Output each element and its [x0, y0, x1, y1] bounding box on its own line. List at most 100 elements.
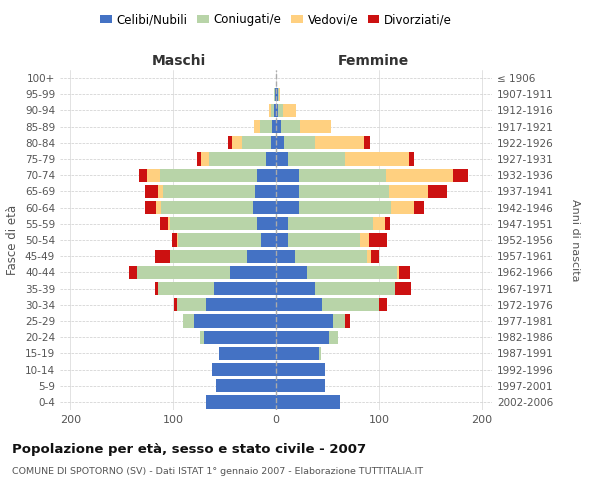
Bar	[276, 379, 325, 392]
Bar	[155, 201, 161, 214]
Bar	[214, 282, 276, 295]
Bar	[276, 168, 299, 182]
Bar	[276, 136, 284, 149]
Bar	[272, 120, 276, 134]
Bar	[160, 217, 168, 230]
Legend: Celibi/Nubili, Coniugati/e, Vedovi/e, Divorziati/e: Celibi/Nubili, Coniugati/e, Vedovi/e, Di…	[95, 8, 457, 31]
Text: Popolazione per età, sesso e stato civile - 2007: Popolazione per età, sesso e stato civil…	[12, 442, 366, 456]
Bar	[276, 330, 329, 344]
Bar	[389, 185, 428, 198]
Bar	[371, 250, 379, 263]
Bar	[158, 185, 163, 198]
Bar	[386, 168, 453, 182]
Bar	[385, 217, 390, 230]
Bar	[160, 168, 257, 182]
Bar	[284, 136, 315, 149]
Text: COMUNE DI SPOTORNO (SV) - Dati ISTAT 1° gennaio 2007 - Elaborazione TUTTITALIA.I: COMUNE DI SPOTORNO (SV) - Dati ISTAT 1° …	[12, 468, 423, 476]
Bar	[409, 152, 414, 166]
Bar	[276, 396, 340, 408]
Bar	[139, 168, 148, 182]
Bar	[368, 234, 387, 246]
Bar	[256, 185, 276, 198]
Bar	[391, 201, 414, 214]
Bar	[177, 234, 178, 246]
Bar	[204, 330, 276, 344]
Bar	[295, 250, 367, 263]
Bar	[299, 168, 386, 182]
Bar	[395, 282, 411, 295]
Bar	[170, 250, 247, 263]
Bar	[161, 201, 253, 214]
Bar	[158, 282, 214, 295]
Bar	[276, 314, 332, 328]
Bar	[163, 185, 256, 198]
Bar	[414, 201, 424, 214]
Bar	[271, 136, 276, 149]
Bar	[299, 185, 389, 198]
Bar	[276, 266, 307, 279]
Bar	[253, 201, 276, 214]
Bar	[276, 217, 289, 230]
Bar	[145, 201, 155, 214]
Bar	[276, 346, 319, 360]
Bar	[379, 298, 387, 312]
Text: Maschi: Maschi	[152, 54, 206, 68]
Bar	[155, 282, 158, 295]
Bar	[289, 152, 345, 166]
Bar	[148, 168, 160, 182]
Bar	[276, 104, 278, 117]
Bar	[397, 266, 400, 279]
Bar	[206, 298, 276, 312]
Bar	[345, 152, 409, 166]
Bar	[276, 298, 322, 312]
Bar	[278, 104, 283, 117]
Bar	[373, 217, 385, 230]
Bar	[276, 250, 295, 263]
Bar	[319, 346, 321, 360]
Bar	[170, 217, 257, 230]
Bar	[299, 201, 391, 214]
Bar	[274, 88, 275, 101]
Bar	[345, 314, 350, 328]
Bar	[200, 330, 204, 344]
Bar	[400, 266, 410, 279]
Bar	[299, 120, 331, 134]
Bar	[145, 185, 158, 198]
Bar	[168, 217, 170, 230]
Bar	[289, 217, 373, 230]
Bar	[276, 363, 325, 376]
Bar	[276, 152, 289, 166]
Bar	[283, 104, 296, 117]
Bar	[260, 234, 276, 246]
Bar	[428, 185, 447, 198]
Bar	[276, 201, 299, 214]
Bar	[220, 346, 276, 360]
Bar	[184, 314, 194, 328]
Bar	[242, 136, 271, 149]
Bar	[206, 396, 276, 408]
Bar	[276, 282, 315, 295]
Text: Femmine: Femmine	[338, 54, 409, 68]
Bar	[137, 266, 230, 279]
Bar	[232, 136, 242, 149]
Bar	[289, 234, 361, 246]
Bar	[274, 104, 276, 117]
Bar	[278, 88, 279, 101]
Bar	[307, 266, 397, 279]
Bar	[212, 363, 276, 376]
Y-axis label: Anni di nascita: Anni di nascita	[570, 198, 580, 281]
Bar	[257, 168, 276, 182]
Bar	[276, 120, 281, 134]
Bar	[271, 104, 274, 117]
Bar	[322, 298, 379, 312]
Bar	[266, 152, 276, 166]
Bar	[230, 266, 276, 279]
Bar	[227, 136, 232, 149]
Bar	[217, 379, 276, 392]
Bar	[281, 120, 299, 134]
Bar	[209, 152, 266, 166]
Bar	[172, 234, 177, 246]
Bar	[174, 298, 177, 312]
Bar	[197, 152, 201, 166]
Bar	[315, 136, 364, 149]
